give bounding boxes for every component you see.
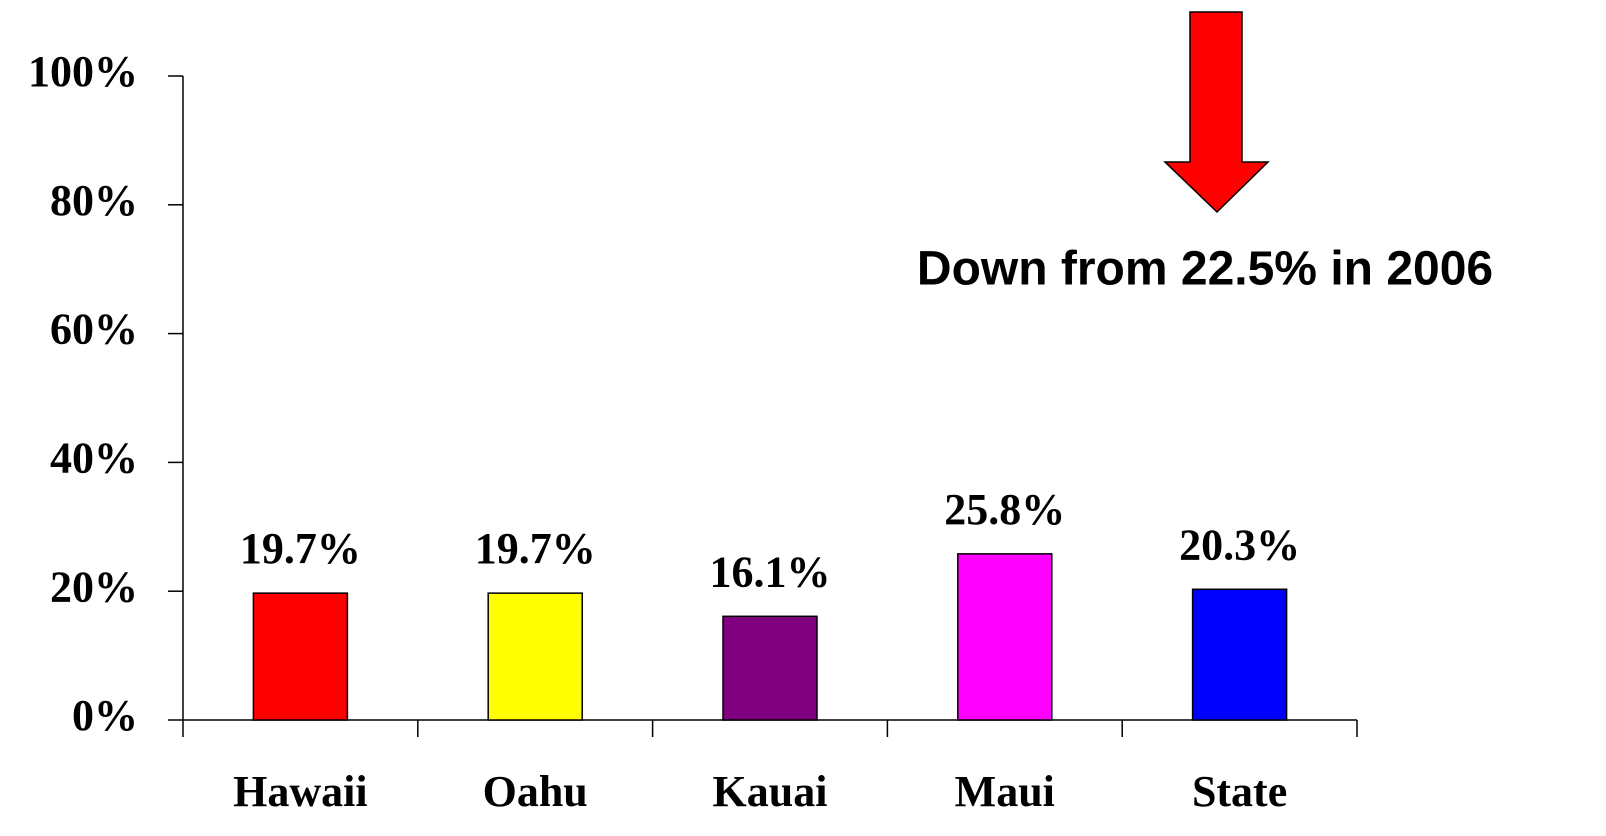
arrow <box>1163 11 1270 214</box>
y-tick-label: 40% <box>50 433 138 482</box>
bar <box>722 615 818 721</box>
bar <box>252 592 349 721</box>
x-tick-label: Oahu <box>483 767 588 816</box>
value-label: 16.1% <box>710 547 831 596</box>
value-label: 19.7% <box>475 524 596 573</box>
value-label: 20.3% <box>1179 520 1300 569</box>
y-tick-label: 0% <box>72 691 138 740</box>
x-tick-label: State <box>1192 767 1287 816</box>
y-tick-label: 60% <box>50 305 138 354</box>
annotation: Down from 22.5% in 2006 <box>917 243 1493 296</box>
value-label: 19.7% <box>240 524 361 573</box>
bar <box>957 553 1053 721</box>
x-tick-label: Kauai <box>713 767 828 816</box>
x-tick-label: Maui <box>955 767 1055 816</box>
bar <box>1191 588 1288 721</box>
y-tick-label: 20% <box>50 562 138 611</box>
bar <box>487 592 583 721</box>
x-tick-label: Hawaii <box>233 767 367 816</box>
value-label: 25.8% <box>944 485 1065 534</box>
y-tick-label: 80% <box>50 176 138 225</box>
y-tick-label: 100% <box>28 47 138 96</box>
